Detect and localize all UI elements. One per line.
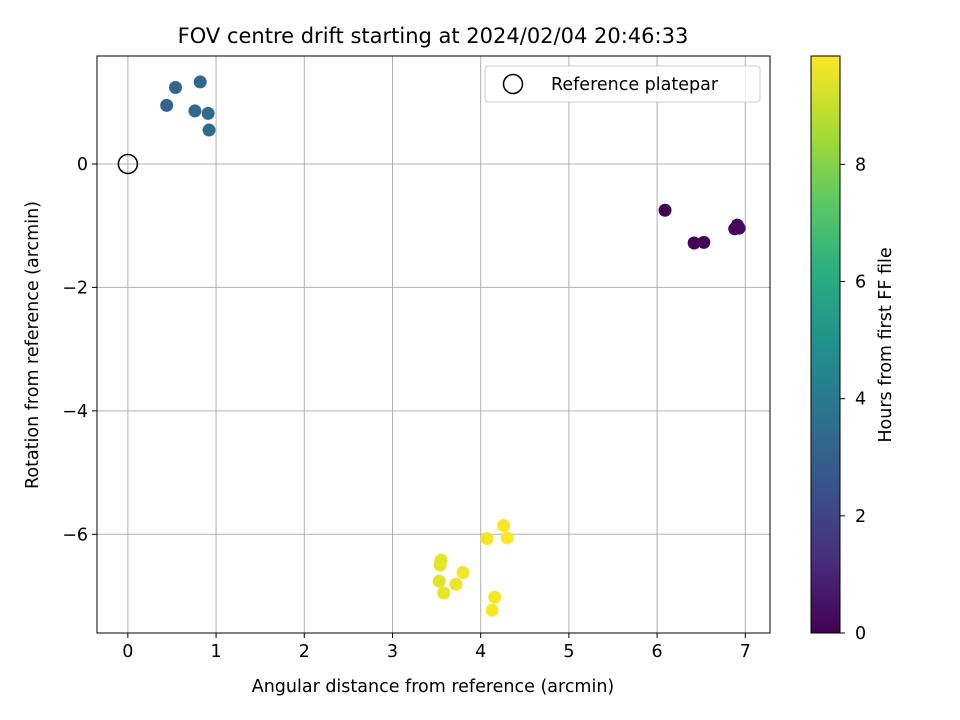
data-point: [456, 566, 470, 580]
data-point: [432, 574, 446, 588]
y-tick-label: −4: [62, 402, 88, 422]
x-tick-label: 2: [299, 642, 310, 662]
grid: [97, 56, 770, 633]
legend-box: [484, 65, 761, 103]
data-point: [437, 586, 451, 600]
data-point: [202, 123, 216, 137]
data-points: [160, 75, 746, 617]
data-point: [169, 80, 183, 94]
x-tick-label: 5: [563, 642, 574, 662]
data-point: [434, 553, 448, 567]
plot-area: [97, 56, 770, 633]
x-axis-label: Angular distance from reference (arcmin): [252, 677, 615, 697]
data-point: [488, 590, 502, 604]
x-tick-label: 4: [475, 642, 486, 662]
data-point: [697, 235, 711, 249]
data-point: [160, 98, 174, 112]
chart-title: FOV centre drift starting at 2024/02/04 …: [178, 24, 689, 48]
data-point: [480, 532, 494, 546]
x-tick-label: 6: [652, 642, 663, 662]
x-tick-label: 7: [740, 642, 751, 662]
data-point: [188, 104, 202, 118]
colorbar-ticks: 0 2 4 6 8: [840, 155, 866, 644]
data-point: [658, 203, 672, 217]
plot-frame: [96, 55, 771, 634]
colorbar-tick-label: 8: [855, 155, 866, 175]
y-axis-label: Rotation from reference (arcmin): [23, 201, 43, 489]
y-tick-label: 0: [77, 155, 88, 175]
data-point: [201, 106, 215, 120]
colorbar: [810, 55, 841, 634]
reference-point: [117, 153, 139, 175]
legend-entry-reference: Reference platepar: [551, 75, 719, 95]
colorbar-tick-label: 0: [855, 624, 866, 644]
legend-reference-marker: [502, 73, 524, 95]
x-tick-label: 0: [122, 642, 133, 662]
legend: Reference platepar: [484, 65, 761, 103]
x-tick-label: 3: [387, 642, 398, 662]
data-point: [732, 221, 746, 235]
colorbar-tick-label: 6: [855, 273, 866, 293]
data-point: [500, 531, 514, 545]
x-tick-label: 1: [211, 642, 222, 662]
colorbar-tick-label: 4: [855, 390, 866, 410]
data-point: [687, 236, 701, 250]
data-point: [497, 519, 511, 533]
reference-marker: [117, 153, 139, 175]
y-axis-ticks: 0 −2 −4 −6: [62, 155, 97, 545]
data-point: [449, 577, 463, 591]
data-point: [193, 75, 207, 89]
data-point: [485, 603, 499, 617]
y-tick-label: −2: [62, 278, 88, 298]
x-axis-ticks: 0 1 2 3 4 5 6 7: [122, 633, 751, 662]
colorbar-tick-label: 2: [855, 507, 866, 527]
y-tick-label: −6: [62, 525, 88, 545]
colorbar-label: Hours from first FF file: [876, 247, 896, 442]
